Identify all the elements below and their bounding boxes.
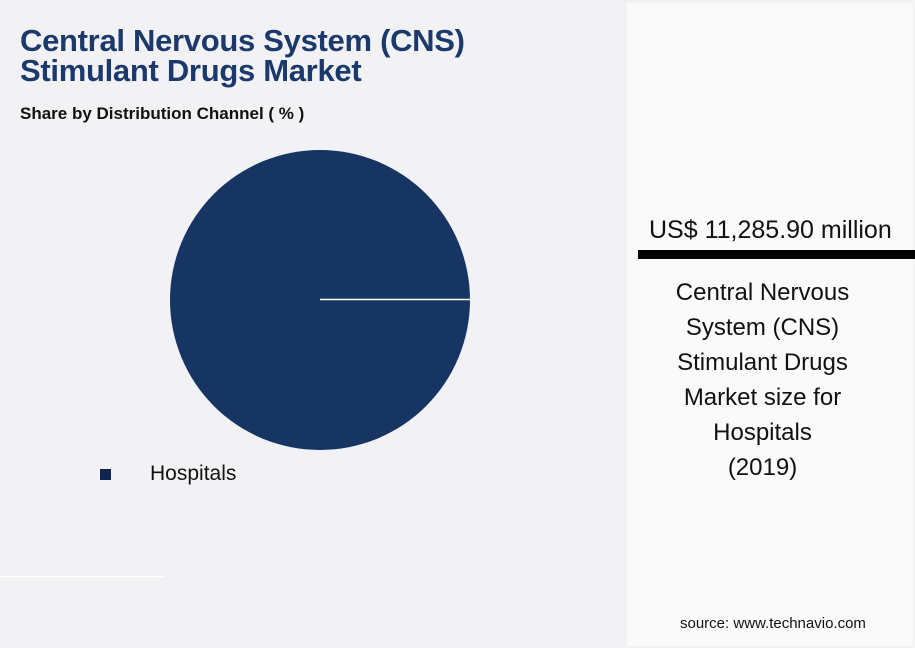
source-credit: source: www.technavio.com	[680, 615, 866, 632]
description-line: Hospitals	[713, 419, 812, 446]
chart-subtitle: Share by Distribution Channel ( % )	[20, 104, 305, 123]
market-value: US$ 11,285.90 million	[649, 216, 892, 244]
value-underline	[638, 250, 915, 259]
chart-title-line-1: Central Nervous System (CNS)	[20, 23, 465, 58]
description-line: Central Nervous	[675, 279, 850, 306]
legend-swatch-hospitals	[100, 468, 111, 480]
market-description: Central Nervous System (CNS) Stimulant D…	[640, 275, 885, 485]
pie-chart	[170, 150, 470, 450]
chart-title-line-2: Stimulant Drugs Market	[20, 53, 362, 88]
description-line: (2019)	[727, 454, 798, 481]
description-line: Stimulant Drugs	[677, 349, 848, 376]
description-line: System (CNS)	[685, 314, 840, 341]
info-panel	[627, 3, 913, 646]
description-line: Market size for	[683, 384, 842, 411]
legend: Hospitals	[100, 462, 236, 486]
legend-label-hospitals: Hospitals	[150, 462, 237, 485]
chart-title: Central Nervous System (CNS) Stimulant D…	[20, 23, 465, 88]
divider	[0, 576, 165, 577]
